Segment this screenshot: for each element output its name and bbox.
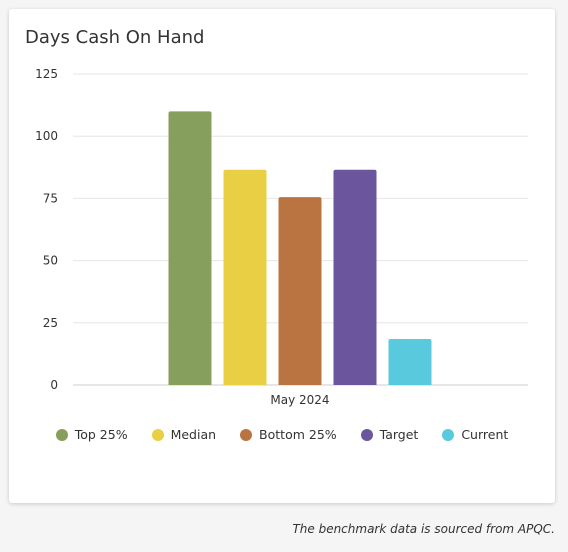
legend-marker-icon — [55, 428, 68, 441]
x-tick-label: May 2024 — [270, 393, 329, 407]
bar-target[interactable] — [333, 169, 377, 385]
chart-title: Days Cash On Hand — [25, 27, 205, 48]
legend-item-top-25[interactable]: Top 25% — [55, 427, 128, 442]
legend-item-bottom-25[interactable]: Bottom 25% — [240, 427, 337, 442]
legend-item-median[interactable]: Median — [151, 427, 217, 442]
y-tick-label: 100 — [35, 129, 58, 143]
legend-label: Top 25% — [74, 427, 128, 442]
legend-item-current[interactable]: Current — [442, 427, 508, 442]
bar-top-25[interactable] — [168, 111, 212, 385]
source-footnote: The benchmark data is sourced from APQC. — [292, 522, 555, 536]
y-tick-label: 75 — [43, 191, 58, 205]
legend-marker-icon — [360, 428, 373, 441]
legend-label: Target — [379, 427, 419, 442]
legend-label: Bottom 25% — [259, 427, 337, 442]
y-tick-label: 50 — [43, 254, 58, 268]
chart-legend: Top 25% Median Bottom 25% Target Current — [9, 427, 555, 442]
bar-current[interactable] — [388, 338, 432, 385]
bar-median[interactable] — [223, 169, 267, 385]
y-tick-label: 25 — [43, 316, 58, 330]
y-tick-label: 0 — [50, 378, 58, 392]
legend-label: Median — [170, 427, 217, 442]
legend-label: Current — [461, 427, 509, 442]
bar-chart: 0 25 50 75 100 125 May 2024 — [35, 67, 528, 407]
legend-item-target[interactable]: Target — [360, 427, 419, 442]
legend-marker-icon — [240, 428, 253, 441]
y-tick-label: 125 — [35, 67, 58, 81]
bar-bottom-25[interactable] — [278, 197, 322, 385]
legend-marker-icon — [442, 428, 455, 441]
legend-marker-icon — [151, 428, 164, 441]
chart-card: Days Cash On Hand 0 25 50 75 100 125 May 2024 … — [9, 9, 555, 503]
